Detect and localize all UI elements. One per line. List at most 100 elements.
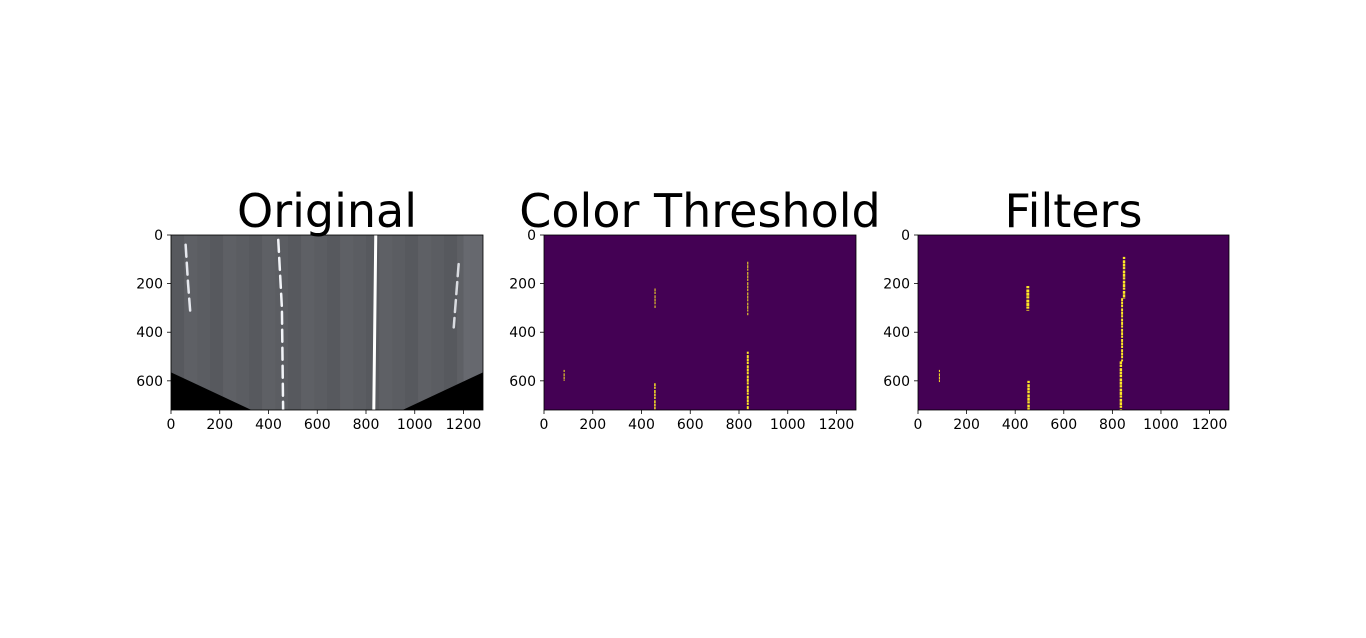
lane-pixel-segment xyxy=(563,369,565,373)
x-tick-label: 200 xyxy=(579,417,606,433)
road-right-shoulder xyxy=(463,235,483,410)
y-tick-label: 600 xyxy=(883,374,910,390)
x-tick-label: 600 xyxy=(304,417,331,433)
masked-region xyxy=(171,372,252,410)
lane-pixel-segment xyxy=(1121,301,1124,305)
lane-pixel-segment xyxy=(1026,309,1030,311)
lane-pixel-segment xyxy=(747,278,749,281)
lane-pixel-segment xyxy=(1119,364,1123,367)
lane-pixel-segment xyxy=(746,406,749,410)
lane-pixel-segment xyxy=(1122,256,1126,260)
x-tick-label: 0 xyxy=(167,417,176,433)
lane-pixel-segment xyxy=(1119,388,1123,392)
y-tick-label: 200 xyxy=(509,277,536,293)
lane-pixel-segment xyxy=(1121,318,1124,322)
lane-pixel-segment xyxy=(654,393,656,397)
x-tick-label: 200 xyxy=(206,417,233,433)
lane-pixel-segment xyxy=(654,298,656,302)
lane-line xyxy=(277,238,285,410)
road-texture-stripe xyxy=(418,235,432,410)
lane-pixel-segment xyxy=(747,295,749,299)
lane-pixel-segment xyxy=(1119,395,1123,398)
lane-pixel-segment xyxy=(654,295,656,299)
lane-pixel-segment xyxy=(746,365,749,369)
lane-pixel-segment xyxy=(747,305,749,309)
lane-pixel-segment xyxy=(1027,397,1030,401)
lane-pixel-segment xyxy=(1122,294,1126,298)
road-texture-stripe xyxy=(197,235,211,410)
lane-pixel-segment xyxy=(1121,328,1124,332)
lane-pixel-segment xyxy=(1122,290,1126,294)
x-tick-label: 1000 xyxy=(397,417,433,433)
x-tick-label: 400 xyxy=(1002,417,1029,433)
road-texture-stripe xyxy=(171,235,185,410)
lane-line xyxy=(372,235,378,410)
lane-pixel-segment xyxy=(938,373,940,377)
lane-pixel-segment xyxy=(746,368,749,372)
lane-pixel-segment xyxy=(1121,315,1124,318)
x-tick-label: 400 xyxy=(628,417,655,433)
lane-pixel-segment xyxy=(1122,263,1126,267)
road-texture-stripe xyxy=(288,235,302,410)
road-texture-stripe xyxy=(314,235,328,410)
lane-pixel-segment xyxy=(1121,352,1124,356)
image-background xyxy=(918,235,1229,410)
lane-pixel-segment xyxy=(746,372,749,375)
lane-pixel-segment xyxy=(654,403,656,407)
lane-pixel-segment xyxy=(1026,299,1030,303)
lane-pixel-segment xyxy=(747,292,749,296)
lane-pixel-segment xyxy=(747,299,749,302)
lane-pixel-segment xyxy=(654,390,656,393)
lane-pixel-segment xyxy=(746,358,749,362)
y-tick-label: 400 xyxy=(509,325,536,341)
lane-pixel-segment xyxy=(1119,375,1123,378)
subplot-title: Filters xyxy=(1005,184,1143,238)
lane-pixel-segment xyxy=(563,380,565,381)
lane-pixel-segment xyxy=(1119,361,1123,365)
lane-pixel-segment xyxy=(938,369,940,373)
lane-pixel-segment xyxy=(1121,305,1124,308)
x-tick-label: 1000 xyxy=(1143,417,1179,433)
lane-pixel-segment xyxy=(938,376,940,380)
lane-pixel-segment xyxy=(1026,296,1030,299)
lane-pixel-segment xyxy=(1121,325,1124,328)
lane-pixel-segment xyxy=(1122,277,1126,280)
lane-pixel-segment xyxy=(746,389,749,393)
road-texture-stripe xyxy=(340,235,354,410)
x-tick-label: 0 xyxy=(540,417,549,433)
y-tick-label: 0 xyxy=(901,228,910,244)
lane-pixel-segment xyxy=(563,373,565,377)
lane-pixel-segment xyxy=(654,396,656,400)
y-tick-label: 400 xyxy=(883,325,910,341)
road-texture-stripe xyxy=(379,235,393,410)
lane-pixel-segment xyxy=(1026,286,1030,289)
lane-pixel-segment xyxy=(746,378,749,382)
lane-pixel-segment xyxy=(1121,349,1124,353)
lane-pixel-segment xyxy=(1119,405,1123,408)
y-tick-label: 600 xyxy=(136,374,163,390)
lane-pixel-segment xyxy=(938,380,940,383)
lane-line xyxy=(452,262,460,329)
x-tick-label: 1200 xyxy=(446,417,482,433)
lane-pixel-segment xyxy=(1122,280,1126,284)
road-texture-stripe xyxy=(210,235,224,410)
lane-pixel-segment xyxy=(1122,284,1126,288)
lane-pixel-segment xyxy=(1121,298,1124,302)
x-tick-label: 200 xyxy=(953,417,980,433)
road-texture-stripe xyxy=(301,235,315,410)
lane-pixel-segment xyxy=(1122,270,1126,274)
lane-pixel-segment xyxy=(1119,398,1123,402)
road-texture-stripe xyxy=(223,235,237,410)
lane-pixel-segment xyxy=(1119,392,1123,395)
y-tick-label: 0 xyxy=(527,228,536,244)
x-tick-label: 0 xyxy=(914,417,923,433)
lane-pixel-segment xyxy=(747,302,749,306)
lane-pixel-segment xyxy=(1119,378,1123,382)
lane-pixel-segment xyxy=(746,355,749,358)
lane-pixel-segment xyxy=(654,302,656,305)
lane-pixel-segment xyxy=(563,376,565,380)
lane-pixel-segment xyxy=(654,291,656,295)
y-tick-label: 0 xyxy=(154,228,163,244)
subplot-3: Filters 0 200 400 600 800 1000 1200 0 200 400 600 xyxy=(883,184,1230,433)
